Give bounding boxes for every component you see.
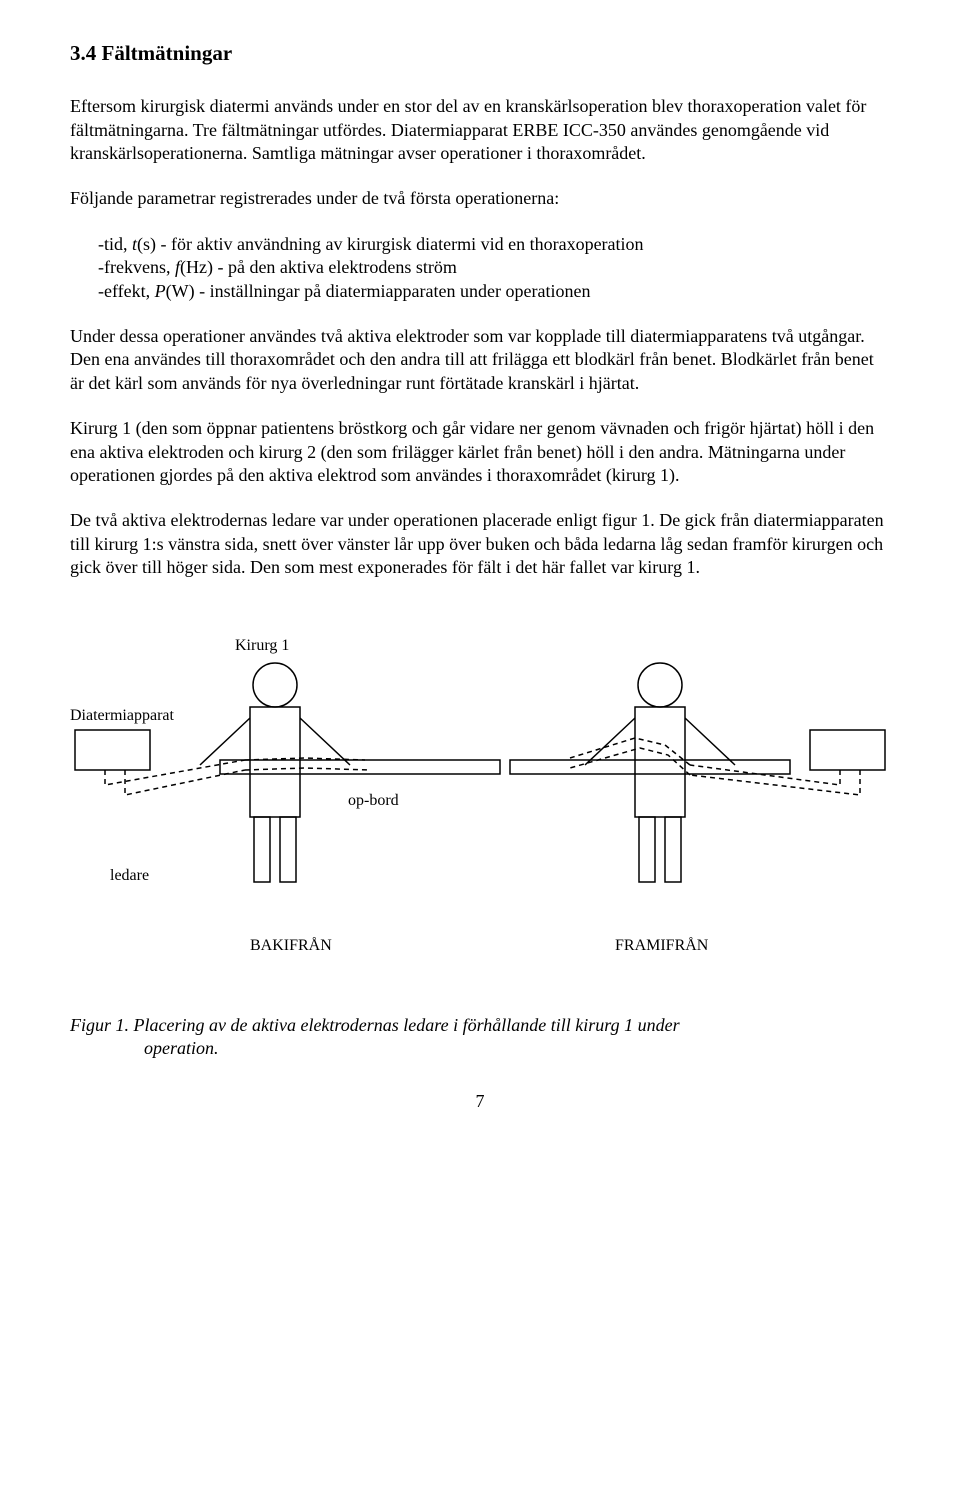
param-frequency: -frekvens, f(Hz) - på den aktiva elektro… bbox=[98, 256, 890, 279]
opbord-left bbox=[220, 760, 500, 774]
paragraph-1: Eftersom kirurgisk diatermi används unde… bbox=[70, 95, 890, 165]
label-ledare: ledare bbox=[110, 867, 149, 884]
figure-back bbox=[200, 663, 350, 882]
paragraph-5: De två aktiva elektrodernas ledare var u… bbox=[70, 509, 890, 579]
apparat-box-right bbox=[810, 730, 885, 770]
paragraph-4: Kirurg 1 (den som öppnar patientens brös… bbox=[70, 417, 890, 487]
param-time: -tid, t(s) - för aktiv användning av kir… bbox=[98, 233, 890, 256]
section-heading: 3.4 Fältmätningar bbox=[70, 40, 890, 67]
opbord-right bbox=[510, 760, 790, 774]
parameter-list: -tid, t(s) - för aktiv användning av kir… bbox=[70, 233, 890, 303]
figure-front bbox=[585, 663, 735, 882]
label-opbord: op-bord bbox=[348, 792, 399, 809]
label-back: BAKIFRÅN bbox=[250, 936, 332, 954]
label-front: FRAMIFRÅN bbox=[615, 936, 709, 954]
apparat-box-left bbox=[75, 730, 150, 770]
page-number: 7 bbox=[70, 1090, 890, 1113]
ledare-left bbox=[105, 758, 370, 795]
label-kirurg: Kirurg 1 bbox=[235, 637, 289, 654]
paragraph-2-intro: Följande parametrar registrerades under … bbox=[70, 187, 890, 210]
label-apparat: Diatermiapparat bbox=[70, 707, 175, 724]
paragraph-3: Under dessa operationer användes två akt… bbox=[70, 325, 890, 395]
param-power: -effekt, P(W) - inställningar på diaterm… bbox=[98, 280, 890, 303]
figure-1-diagram: Kirurg 1 Diatermiapparat op-bord ledare … bbox=[70, 630, 890, 990]
figure-1-caption: Figur 1. Placering av de aktiva elektrod… bbox=[70, 1014, 890, 1061]
